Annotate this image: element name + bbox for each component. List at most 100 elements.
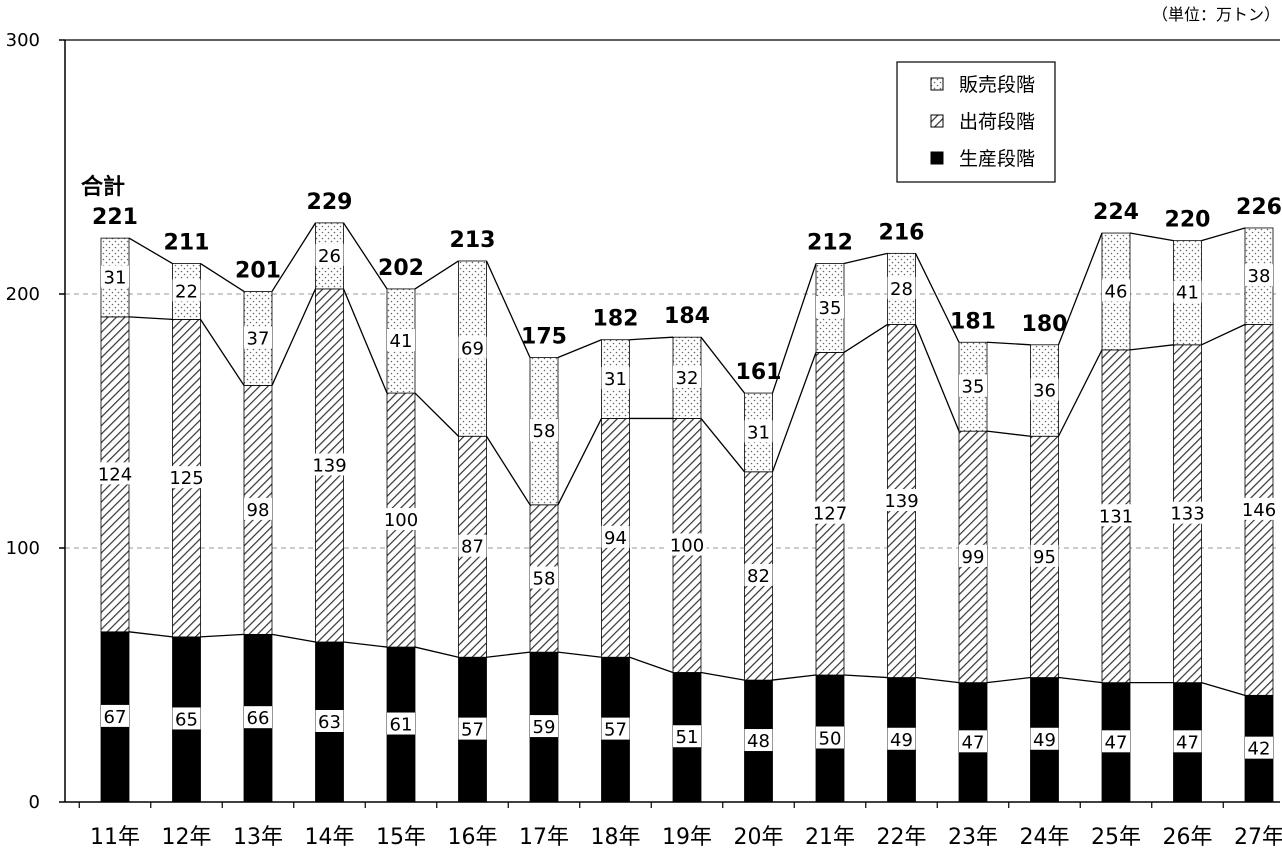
x-tick-label: 22年 [877,825,927,850]
total-prefix-label: 合計 [81,174,125,200]
data-label-bg [167,466,206,489]
x-tick-label: 25年 [1091,825,1141,850]
data-label: 31 [104,267,127,288]
data-label-bg [744,420,773,443]
data-label-bg [387,712,415,735]
axes: 0 100 200 300 11年 12年 13年 14年 15年 16年 17年 18年 19年 20年… [6,30,1282,850]
data-label: 48 [747,731,770,752]
data-label-bg [95,462,135,485]
data-label-bg [530,419,558,442]
data-label-bg [667,533,707,556]
data-label: 57 [604,720,627,741]
series-connector-line [771,263,817,394]
data-label: 124 [98,464,132,485]
series-connector-line [914,253,960,343]
data-label: 38 [1248,266,1271,287]
total-label: 180 [1022,312,1068,337]
series-connector-line [342,222,388,290]
series-connector-line [557,339,602,359]
data-label: 98 [247,500,270,521]
data-label-bg [101,704,129,727]
series-connector-line [1201,681,1246,696]
data-label-bg [458,717,487,740]
x-tick-label: 21年 [805,825,855,850]
data-label-bg [381,508,421,531]
data-label-bg [959,374,987,397]
data-label-bg [1239,497,1279,520]
series-connector-line [414,646,459,658]
legend-swatch [930,151,944,165]
data-label-bg [1173,280,1202,303]
data-label: 50 [819,729,842,750]
series-connector-line [557,418,603,506]
data-label: 36 [1033,381,1056,402]
total-label: 224 [1093,200,1139,225]
data-label: 42 [1248,739,1271,760]
x-tick-label: 15年 [376,825,426,850]
data-label: 133 [1170,504,1204,525]
data-label-bg [601,525,630,548]
series-connector-line [1129,344,1174,351]
legend-swatch [930,77,944,91]
legend-entry: 出荷段階 [959,111,1035,133]
data-label: 131 [1099,506,1133,527]
series-connector-line [772,674,817,681]
data-label: 95 [1033,547,1056,568]
series-connector-line [843,252,888,265]
data-label: 46 [1105,281,1128,302]
data-label: 146 [1242,500,1276,521]
data-labels: 67 124 31 65 125 22 66 98 37 63 139 26 61 100 41 57 87 69… [81,174,1282,760]
data-label-bg [315,243,344,266]
data-label-bg [1245,736,1273,759]
x-tick-label: 20年 [734,825,784,850]
total-label: 213 [450,228,496,253]
legend-entry: 生産段階 [959,148,1035,170]
x-tick-label: 12年 [162,825,212,850]
series-connector-line [914,324,960,432]
data-label: 22 [175,281,198,302]
data-label: 66 [247,708,270,729]
x-tick-label: 16年 [448,825,498,850]
x-tick-label: 13年 [233,825,283,850]
series-connector-line [271,633,316,643]
total-label: 202 [378,256,424,281]
data-label-bg [458,534,487,557]
x-tick-label: 24年 [1020,825,1070,850]
x-tick-label: 27年 [1234,825,1282,850]
data-label-bg [1168,501,1207,524]
data-label-bg [244,706,272,729]
data-label: 125 [169,468,203,489]
x-tick-label: 18年 [591,825,641,850]
series-connector-line [128,237,173,265]
data-label: 35 [962,377,985,398]
data-label-bg [1102,730,1130,753]
x-tick-label: 26年 [1163,825,1213,850]
connector-lines [128,222,1246,696]
data-label: 69 [461,339,484,360]
data-label-bg [887,276,916,299]
data-label: 139 [884,491,918,512]
data-label-bg [810,501,850,524]
data-label: 32 [676,368,699,389]
series-connector-line [414,392,459,437]
data-label-bg [887,727,916,750]
data-label-bg [1245,264,1273,287]
series-connector-line [629,336,674,341]
data-label-bg [458,336,487,359]
series-connector-line [986,676,1031,684]
series-connector-line [700,671,745,681]
data-label: 99 [962,547,985,568]
total-label: 181 [950,309,996,334]
data-label: 49 [1033,730,1056,751]
y-tick-label: 0 [29,792,40,813]
data-label: 26 [318,246,341,267]
unit-label: （単位：万トン） [1152,5,1280,24]
series-connector-line [200,262,245,293]
total-label: 161 [736,360,782,385]
data-label-bg [101,265,129,288]
series-connector-line [485,435,531,506]
series-connector-line [986,430,1031,437]
series-connector-line [199,319,245,386]
